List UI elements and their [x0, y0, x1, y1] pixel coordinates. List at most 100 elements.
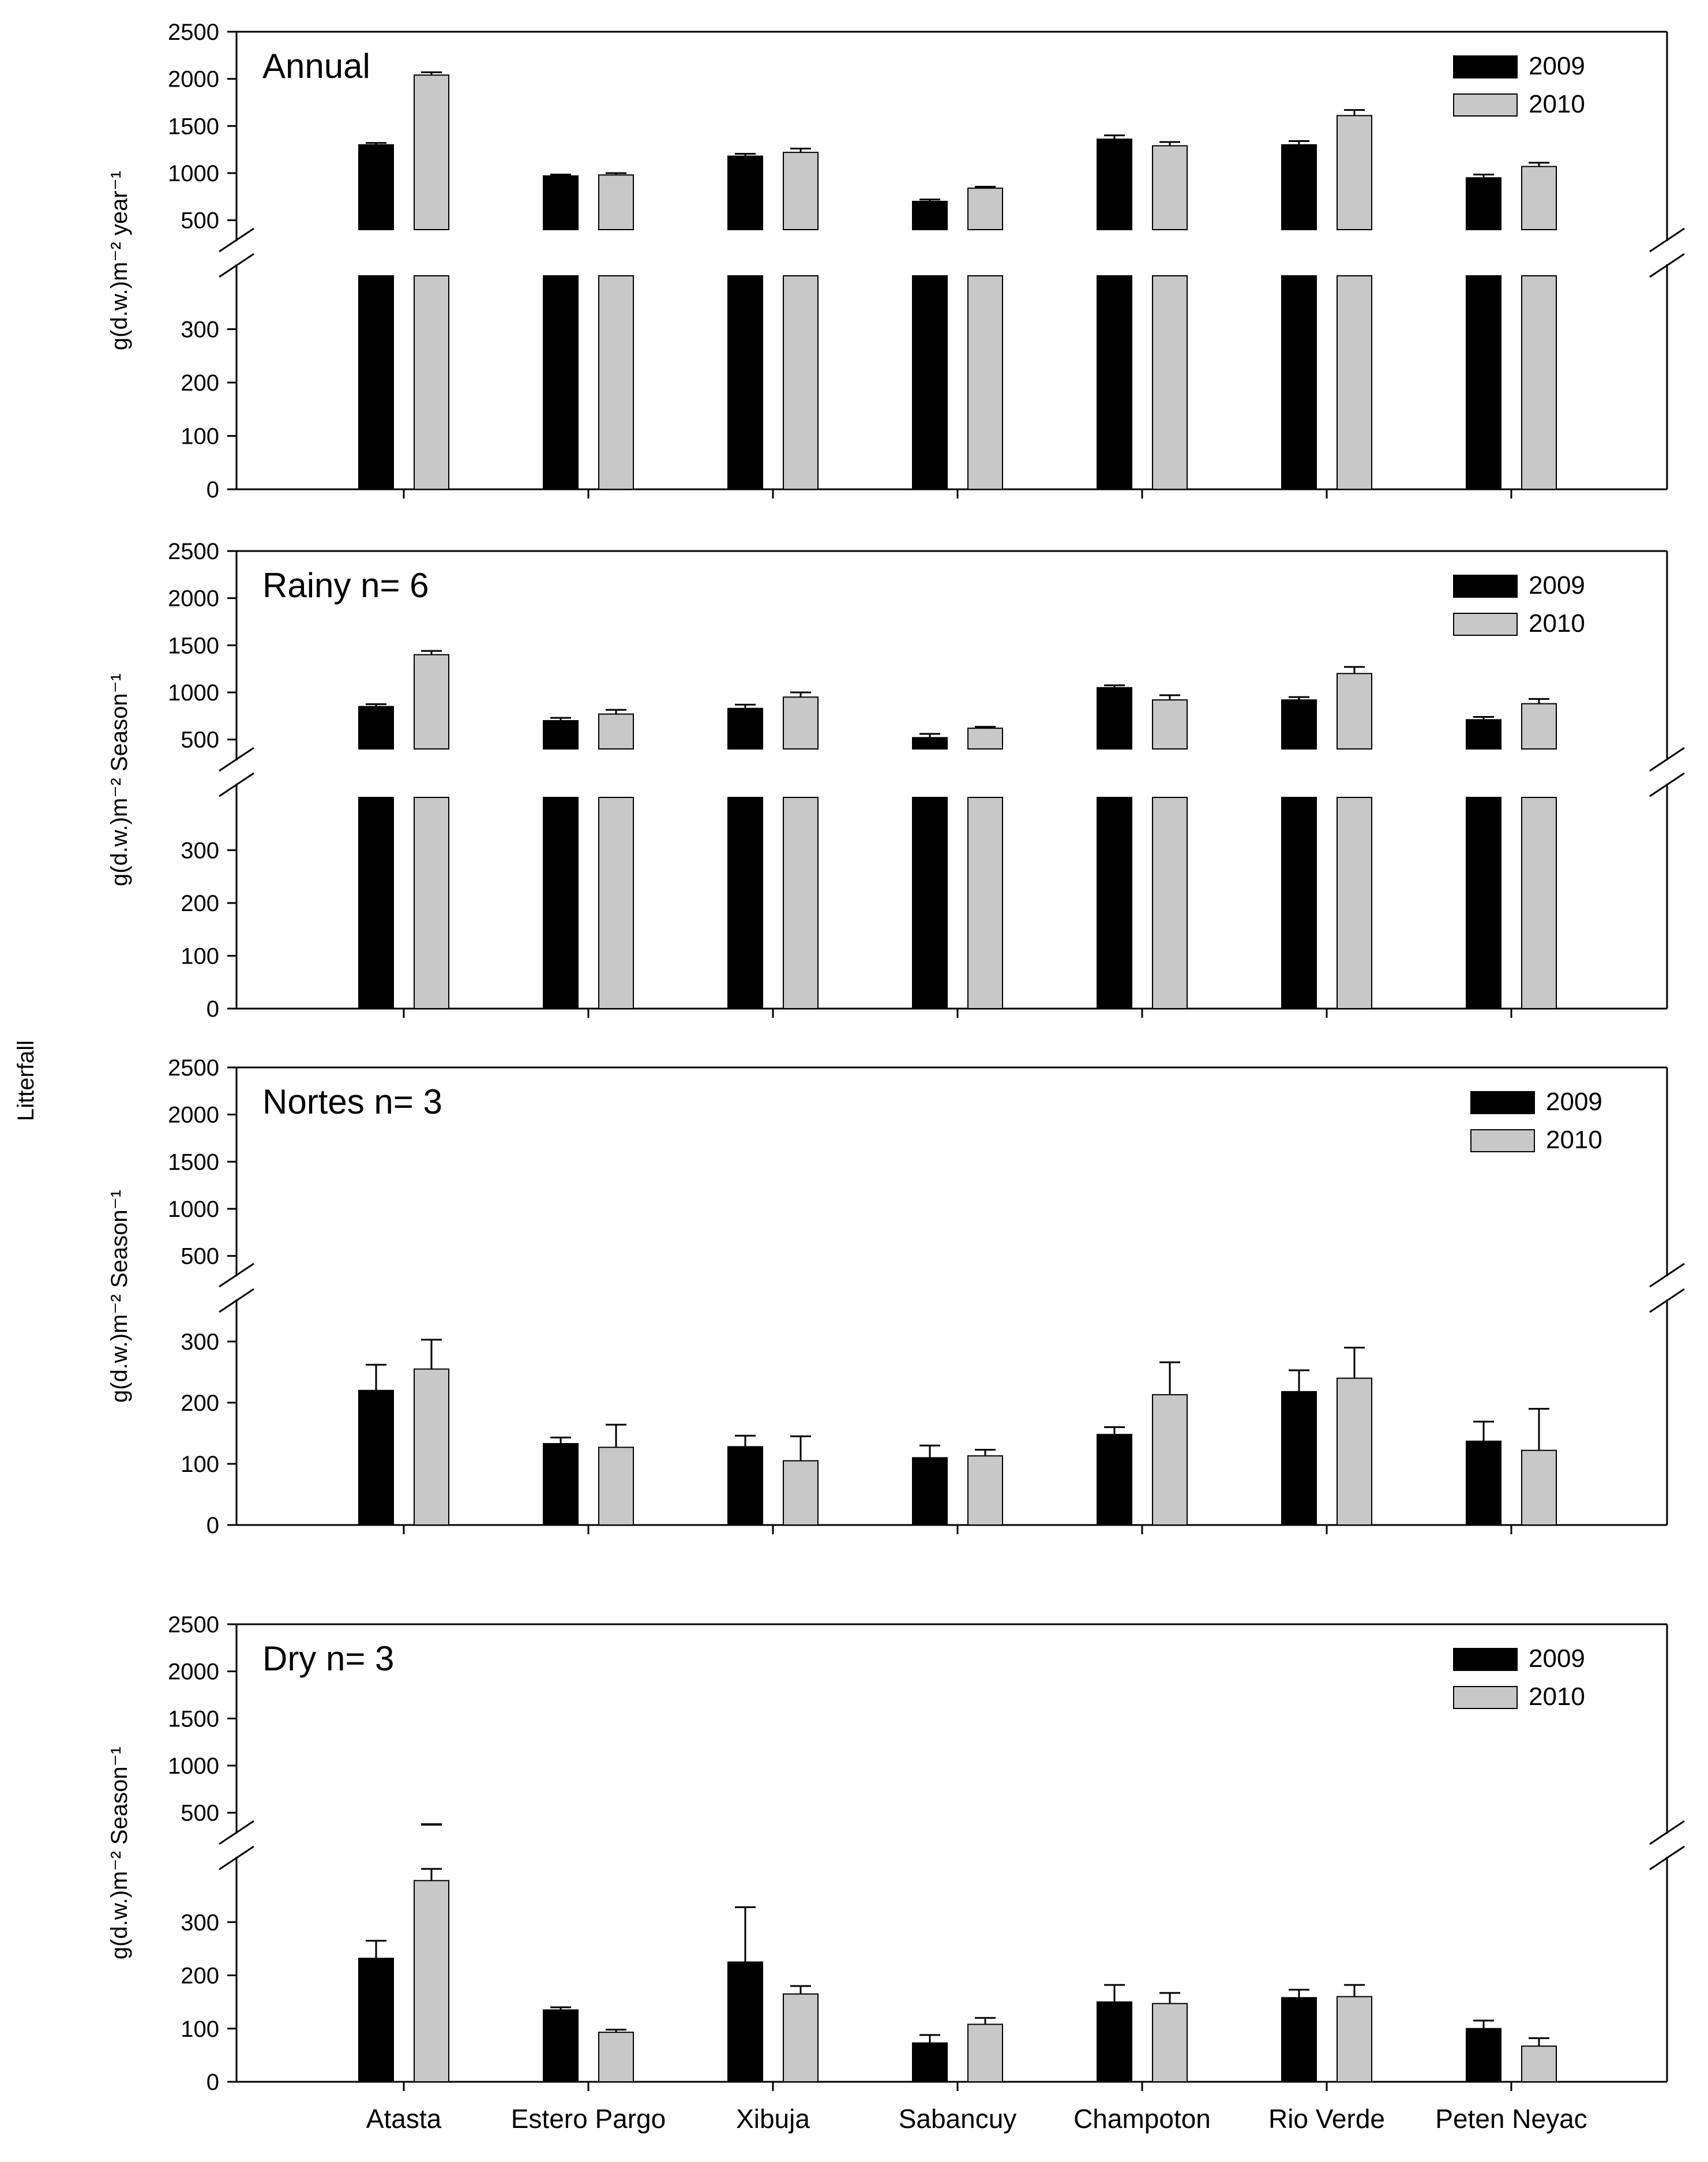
y-tick-label: 0	[207, 477, 219, 503]
y-tick-label: 500	[181, 1801, 219, 1826]
bar-2009-champoton-upper	[1097, 138, 1132, 230]
bar-2009-rio-verde-lower	[1281, 797, 1317, 1009]
bar-2010-peten-neyac-upper	[1521, 166, 1557, 231]
bar-2010-atasta	[414, 1880, 449, 2082]
bar-2010-rio-verde-lower	[1337, 275, 1372, 490]
y-tick-label: 300	[181, 838, 219, 864]
bar-2009-peten-neyac-upper	[1466, 177, 1501, 230]
bar-2009-peten-neyac	[1466, 1440, 1501, 1526]
y-tick-label: 0	[207, 1513, 219, 1538]
bar-2010-rio-verde	[1337, 1377, 1372, 1526]
y-tick-label: 200	[181, 1391, 219, 1416]
shared-ylabel: Litterfall	[13, 1040, 39, 1121]
bar-2009-estero-pargo-lower	[543, 275, 579, 490]
bar-2009-sabancuy-lower	[912, 275, 948, 490]
y-tick-label: 1000	[168, 161, 219, 186]
y-tick-label: 300	[181, 317, 219, 343]
panel-dry: 0 100 200 300 500 1000 1500 2000 2500 g(d.w.)m⁻² …	[107, 1612, 1685, 2134]
bar-2010-peten-neyac	[1521, 2045, 1557, 2082]
bar-2010-champoton	[1152, 2003, 1188, 2083]
bar-2009-sabancuy-lower	[912, 797, 948, 1009]
x-category-label: Atasta	[366, 2104, 442, 2134]
axis-break-mark	[1649, 1845, 1685, 1871]
bar-2010-xibuja	[783, 1993, 819, 2083]
legend-label-2010: 2010	[1529, 90, 1585, 118]
panel-title: Dry n= 3	[262, 1639, 394, 1678]
y-axis-label: g(d.w.)m⁻² Season⁻¹	[107, 1747, 132, 1959]
bar-2010-sabancuy-lower	[967, 797, 1003, 1009]
bar-2009-atasta-upper	[358, 706, 394, 750]
bar-2010-rio-verde-upper	[1337, 673, 1372, 750]
bar-2009-atasta-upper	[358, 144, 394, 230]
bar-2009-champoton-lower	[1097, 797, 1132, 1009]
y-tick-label: 2000	[168, 67, 219, 92]
bar-2010-estero-pargo-upper	[598, 174, 634, 230]
y-tick-label: 300	[181, 1910, 219, 1935]
bar-2009-sabancuy-upper	[912, 201, 948, 230]
legend-swatch-2010	[1453, 93, 1518, 117]
y-tick-label: 0	[207, 2070, 219, 2095]
legend-swatch-2009	[1453, 55, 1518, 78]
bar-2010-peten-neyac-lower	[1521, 797, 1557, 1009]
y-tick-label: 500	[181, 208, 219, 234]
bar-2009-atasta-lower	[358, 797, 394, 1009]
y-tick-label: 100	[181, 424, 219, 449]
bar-2009-estero-pargo-lower	[543, 797, 579, 1009]
bar-2010-estero-pargo	[598, 1447, 634, 1526]
axis-break-mark	[219, 1845, 254, 1871]
bar-2010-estero-pargo-lower	[598, 797, 634, 1009]
bar-2009-champoton	[1097, 1434, 1132, 1526]
bar-2009-atasta	[358, 1389, 394, 1526]
legend-label-2010: 2010	[1529, 1683, 1585, 1711]
y-tick-label: 200	[181, 891, 219, 916]
y-tick-label: 1500	[168, 1706, 219, 1732]
legend-label-2010: 2010	[1529, 609, 1585, 638]
axis-break-mark	[219, 747, 254, 772]
bar-2010-peten-neyac-lower	[1521, 275, 1557, 490]
axis-break-mark	[219, 1288, 254, 1313]
bar-2010-atasta-upper	[414, 74, 449, 230]
y-tick-label: 100	[181, 944, 219, 969]
y-tick-label: 1500	[168, 114, 219, 139]
y-tick-label: 200	[181, 1964, 219, 1989]
legend-swatch-2009	[1470, 1091, 1535, 1114]
y-tick-label: 1000	[168, 1197, 219, 1222]
panel-title: Annual	[262, 47, 370, 85]
y-axis-label: g(d.w.)m⁻² year⁻¹	[107, 171, 132, 350]
y-tick-label: 500	[181, 1244, 219, 1269]
axis-break-mark	[1649, 1820, 1685, 1845]
axis-break-mark	[219, 772, 254, 797]
bar-2010-xibuja-lower	[783, 275, 819, 490]
y-tick-label: 1000	[168, 680, 219, 706]
y-tick-label: 100	[181, 2017, 219, 2042]
axis-break-mark	[1649, 747, 1685, 772]
y-tick-label: 1500	[168, 1149, 219, 1175]
axis-break-mark	[1649, 1288, 1685, 1313]
bar-2010-estero-pargo-upper	[598, 713, 634, 750]
legend-swatch-2009	[1453, 1648, 1518, 1671]
axis-break-mark	[219, 1262, 254, 1288]
x-category-label: Xibuja	[736, 2104, 810, 2134]
y-tick-label: 2000	[168, 586, 219, 612]
bar-2010-estero-pargo	[598, 2032, 634, 2083]
legend-label-2009: 2009	[1546, 1088, 1602, 1116]
bar-2010-atasta-upper	[414, 654, 449, 750]
legend-label-2010: 2010	[1546, 1126, 1602, 1154]
bar-2010-peten-neyac	[1521, 1449, 1557, 1526]
bar-2010-sabancuy-lower	[967, 275, 1003, 490]
bar-2009-rio-verde-lower	[1281, 275, 1317, 490]
bar-2010-xibuja	[783, 1460, 819, 1526]
bar-2009-estero-pargo-upper	[543, 175, 579, 230]
bar-2010-atasta-lower	[414, 275, 449, 490]
axis-break-mark	[1649, 1262, 1685, 1288]
bar-2009-xibuja-lower	[727, 797, 763, 1009]
bar-2009-xibuja-upper	[727, 707, 763, 750]
bar-2010-atasta	[414, 1368, 449, 1526]
bar-2009-estero-pargo	[543, 1443, 579, 1526]
bar-2010-champoton-lower	[1152, 797, 1188, 1009]
y-axis-label: g(d.w.)m⁻² Season⁻¹	[107, 673, 132, 886]
x-category-label: Rio Verde	[1268, 2104, 1385, 2134]
axis-break-mark	[219, 253, 254, 278]
bar-2009-rio-verde-upper	[1281, 699, 1317, 750]
y-tick-label: 2500	[168, 1612, 219, 1638]
